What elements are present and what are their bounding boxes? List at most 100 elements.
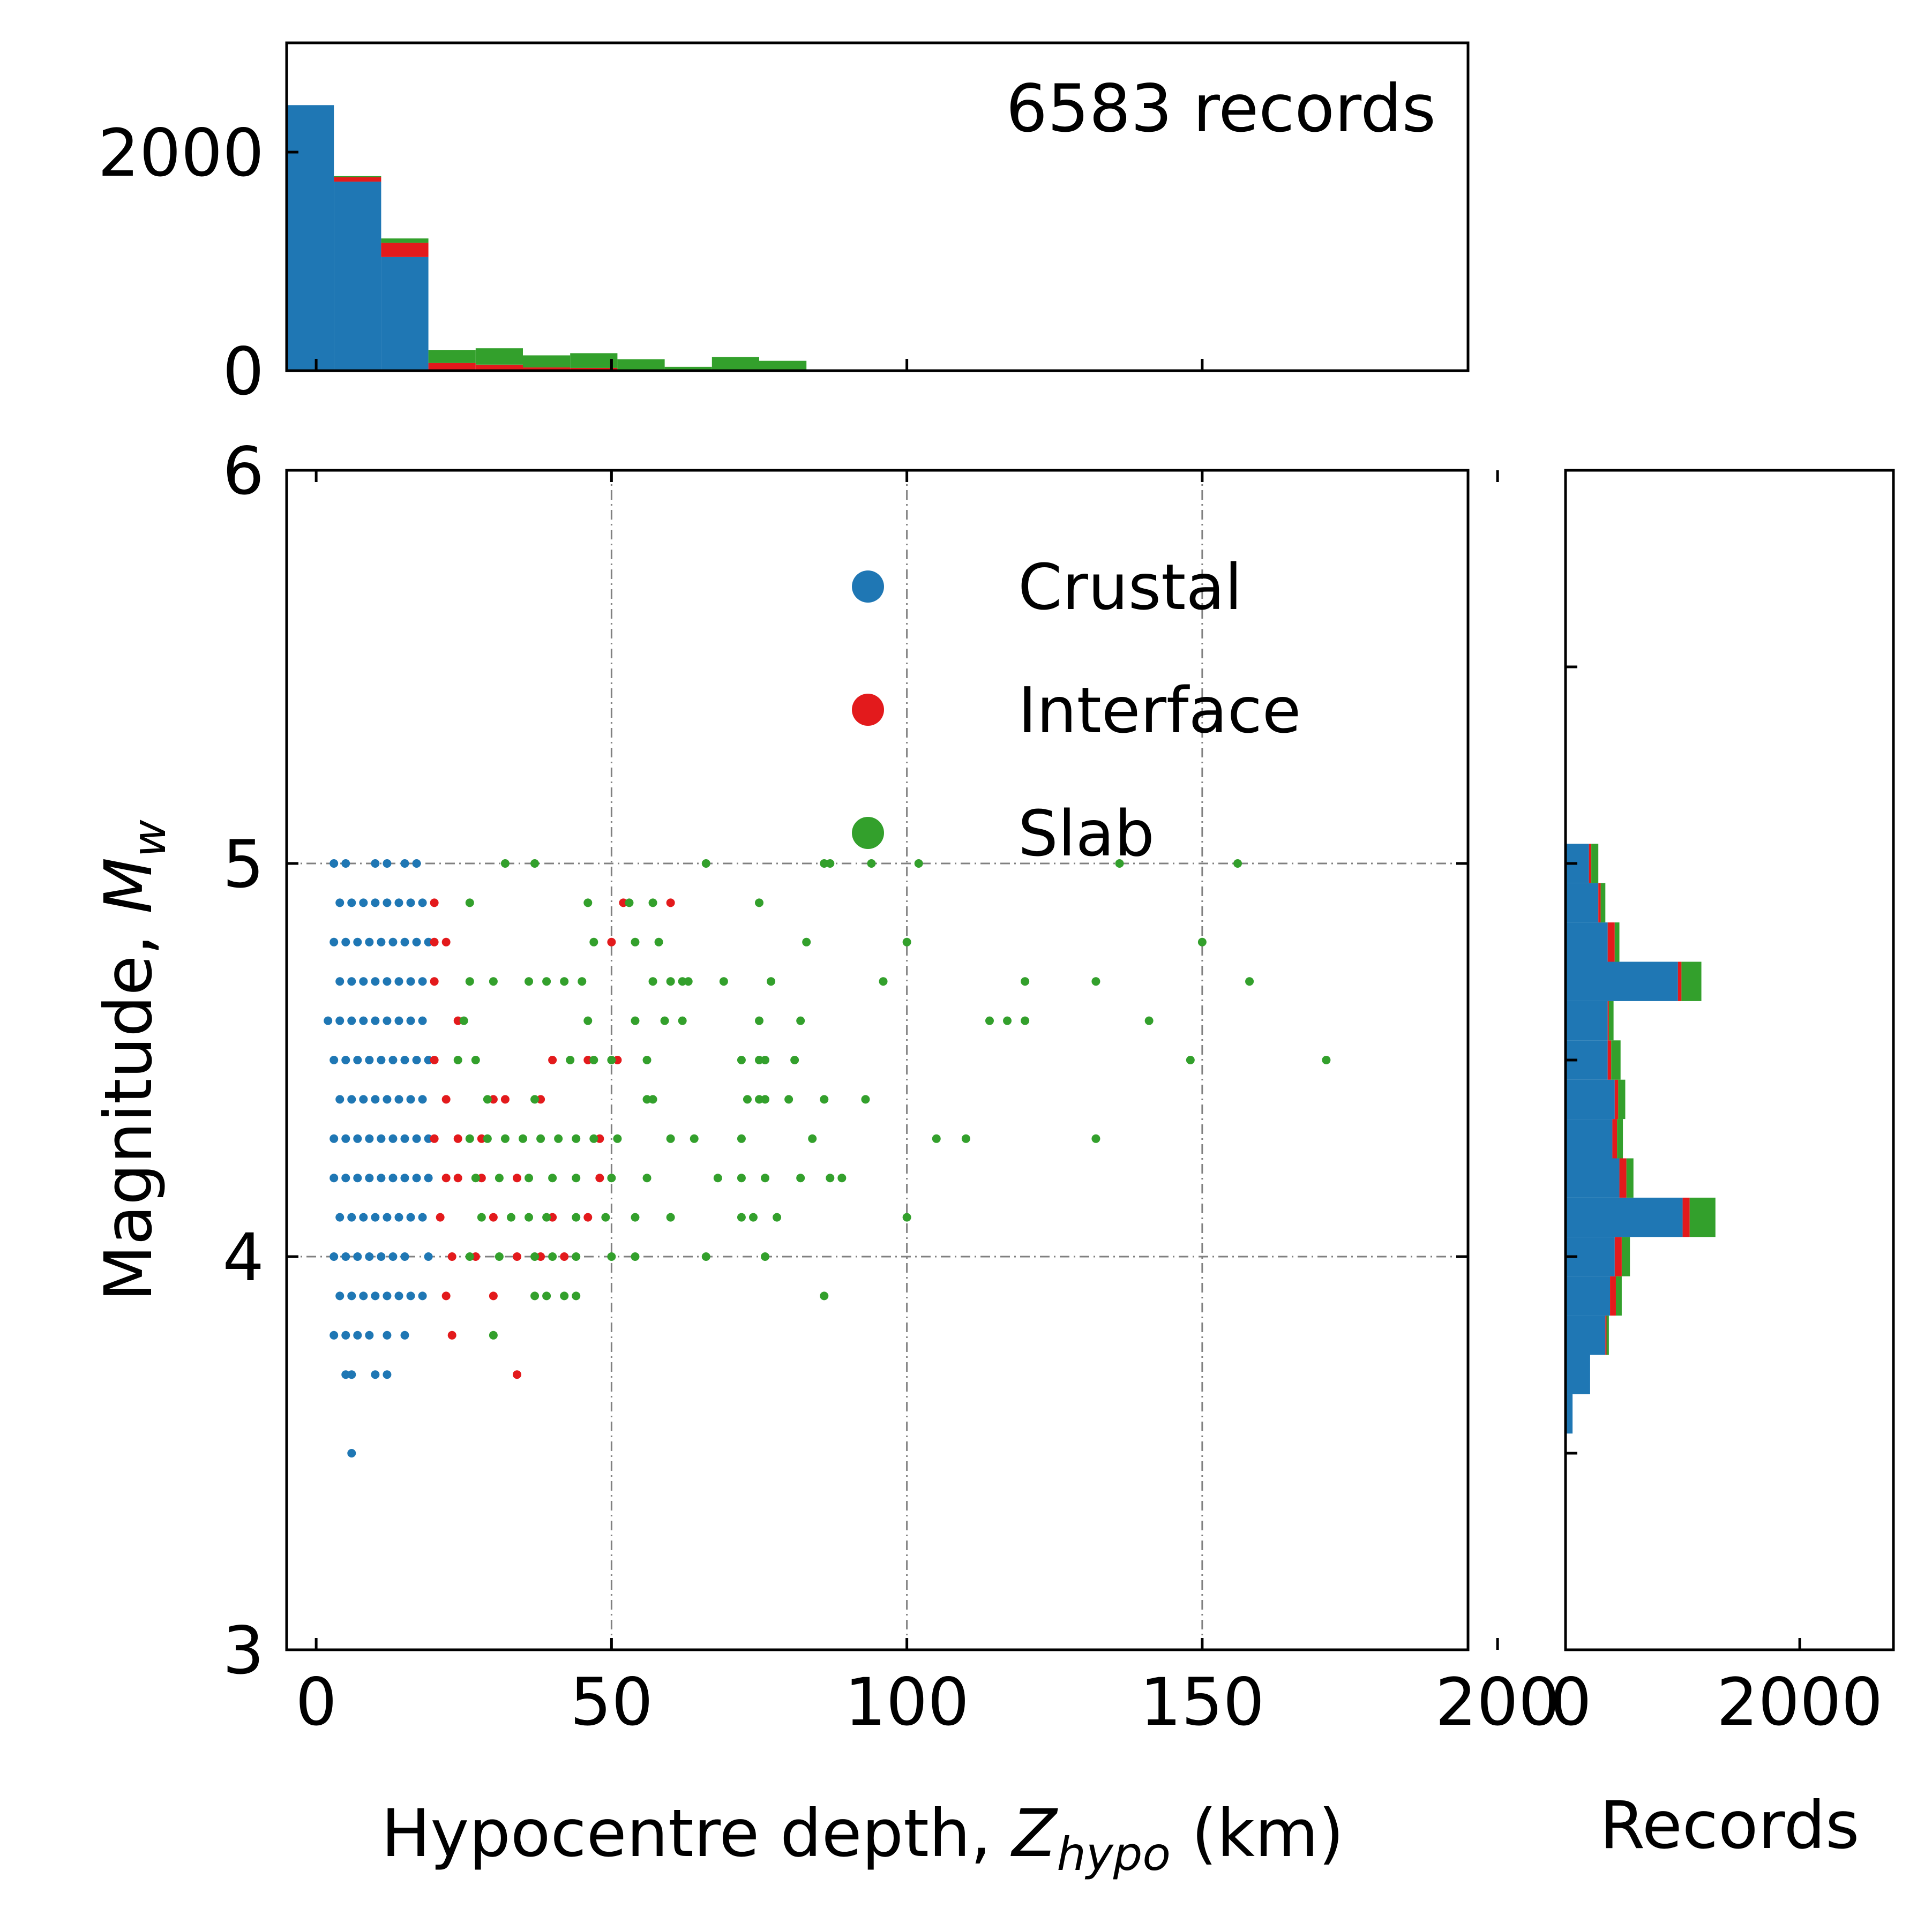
point-crustal [388, 1056, 398, 1064]
point-crustal [359, 1213, 368, 1222]
point-crustal [400, 1134, 409, 1143]
point-slab [737, 1174, 746, 1183]
point-slab [607, 1174, 616, 1183]
point-interface [512, 1252, 521, 1261]
point-interface [583, 1213, 593, 1222]
right-histogram-bar-crustal [1566, 1355, 1590, 1394]
right-histogram-bar-slab [1600, 883, 1606, 923]
point-crustal [335, 977, 345, 986]
point-crustal [400, 1252, 409, 1261]
y-tick-label: 3 [222, 1613, 264, 1689]
top-histogram-bar-slab [523, 355, 571, 367]
right-histogram-x-tick-label: 0 [1550, 1664, 1592, 1740]
point-slab [613, 1134, 622, 1143]
right-histogram-bar-interface [1614, 1237, 1622, 1276]
top-histogram-bar-interface [570, 367, 618, 371]
point-slab [465, 898, 474, 907]
point-crustal [341, 859, 350, 868]
point-slab [583, 1016, 593, 1025]
x-tick-label: 0 [295, 1664, 337, 1740]
x-tick-label: 100 [844, 1664, 969, 1740]
right-histogram-bar-interface [1678, 961, 1682, 1001]
top-histogram-bar-interface [428, 363, 476, 371]
point-crustal [394, 977, 403, 986]
point-crustal [418, 1095, 427, 1104]
point-interface [471, 1252, 480, 1261]
right-histogram-bar-slab [1621, 1237, 1630, 1276]
point-crustal [353, 1331, 362, 1340]
point-slab [761, 1252, 770, 1261]
point-crustal [371, 1016, 380, 1025]
right-histogram-x-tick-label: 2000 [1717, 1664, 1883, 1740]
point-crustal [383, 1370, 392, 1379]
point-crustal [383, 1016, 392, 1025]
point-slab [796, 1174, 805, 1183]
right-histogram-bar-crustal [1566, 1276, 1611, 1316]
point-interface [447, 1252, 456, 1261]
point-slab [625, 898, 634, 907]
point-slab [902, 937, 911, 946]
point-slab [701, 1252, 710, 1261]
point-slab [554, 1134, 563, 1143]
point-slab [932, 1134, 941, 1143]
point-crustal [335, 1213, 345, 1222]
point-slab [631, 1252, 640, 1261]
point-crustal [394, 1095, 403, 1104]
point-slab [1021, 1016, 1030, 1025]
point-crustal [400, 859, 409, 868]
point-crustal [330, 1174, 339, 1183]
point-interface [430, 1134, 439, 1143]
point-slab [648, 1095, 657, 1104]
point-slab [459, 1016, 468, 1025]
top-histogram-bar-slab [759, 360, 807, 371]
point-interface [595, 1174, 604, 1183]
right-histogram-bar-interface [1607, 1001, 1609, 1041]
point-slab [820, 1095, 829, 1104]
right-histogram-bar-interface [1607, 1040, 1612, 1080]
point-crustal [371, 1213, 380, 1222]
y-axis-title-subscript: w [123, 820, 176, 858]
point-crustal [412, 1056, 421, 1064]
point-crustal [383, 977, 392, 986]
point-slab [743, 1095, 752, 1104]
point-crustal [353, 1252, 362, 1261]
x-axis-title: Hypocentre depth, Zhypo (km) [381, 1795, 1344, 1881]
point-crustal [330, 1331, 339, 1340]
point-slab [477, 1213, 486, 1222]
point-slab [1003, 1016, 1012, 1025]
point-interface [453, 1134, 462, 1143]
point-crustal [341, 1370, 350, 1379]
x-axis-title-unit: (km) [1171, 1795, 1344, 1872]
point-crustal [365, 937, 374, 946]
point-slab [525, 977, 534, 986]
point-slab [1322, 1056, 1331, 1064]
point-crustal [424, 1134, 433, 1143]
point-slab [784, 1095, 793, 1104]
point-crustal [371, 1095, 380, 1104]
point-interface [613, 1056, 622, 1064]
point-slab [690, 1134, 699, 1143]
right-histogram-bar-crustal [1566, 922, 1608, 962]
point-crustal [365, 1331, 374, 1340]
point-slab [578, 977, 587, 986]
point-crustal [371, 1291, 380, 1301]
point-interface [441, 1174, 451, 1183]
point-slab [660, 1016, 669, 1025]
point-interface [560, 1252, 569, 1261]
point-slab [572, 1291, 581, 1301]
point-slab [737, 1213, 746, 1222]
right-histogram-bar-crustal [1566, 883, 1599, 923]
point-slab [465, 977, 474, 986]
point-crustal [394, 1213, 403, 1222]
point-crustal [371, 977, 380, 986]
right-histogram-bar-slab [1591, 844, 1599, 883]
point-slab [767, 977, 776, 986]
x-tick-label: 200 [1435, 1664, 1560, 1740]
right-histogram-bar-crustal [1566, 1316, 1606, 1355]
point-slab [701, 859, 710, 868]
point-slab [879, 977, 888, 986]
point-crustal [335, 1016, 345, 1025]
point-slab [572, 1252, 581, 1261]
point-crustal [377, 1174, 386, 1183]
right-histogram-bar-interface [1610, 1276, 1616, 1316]
